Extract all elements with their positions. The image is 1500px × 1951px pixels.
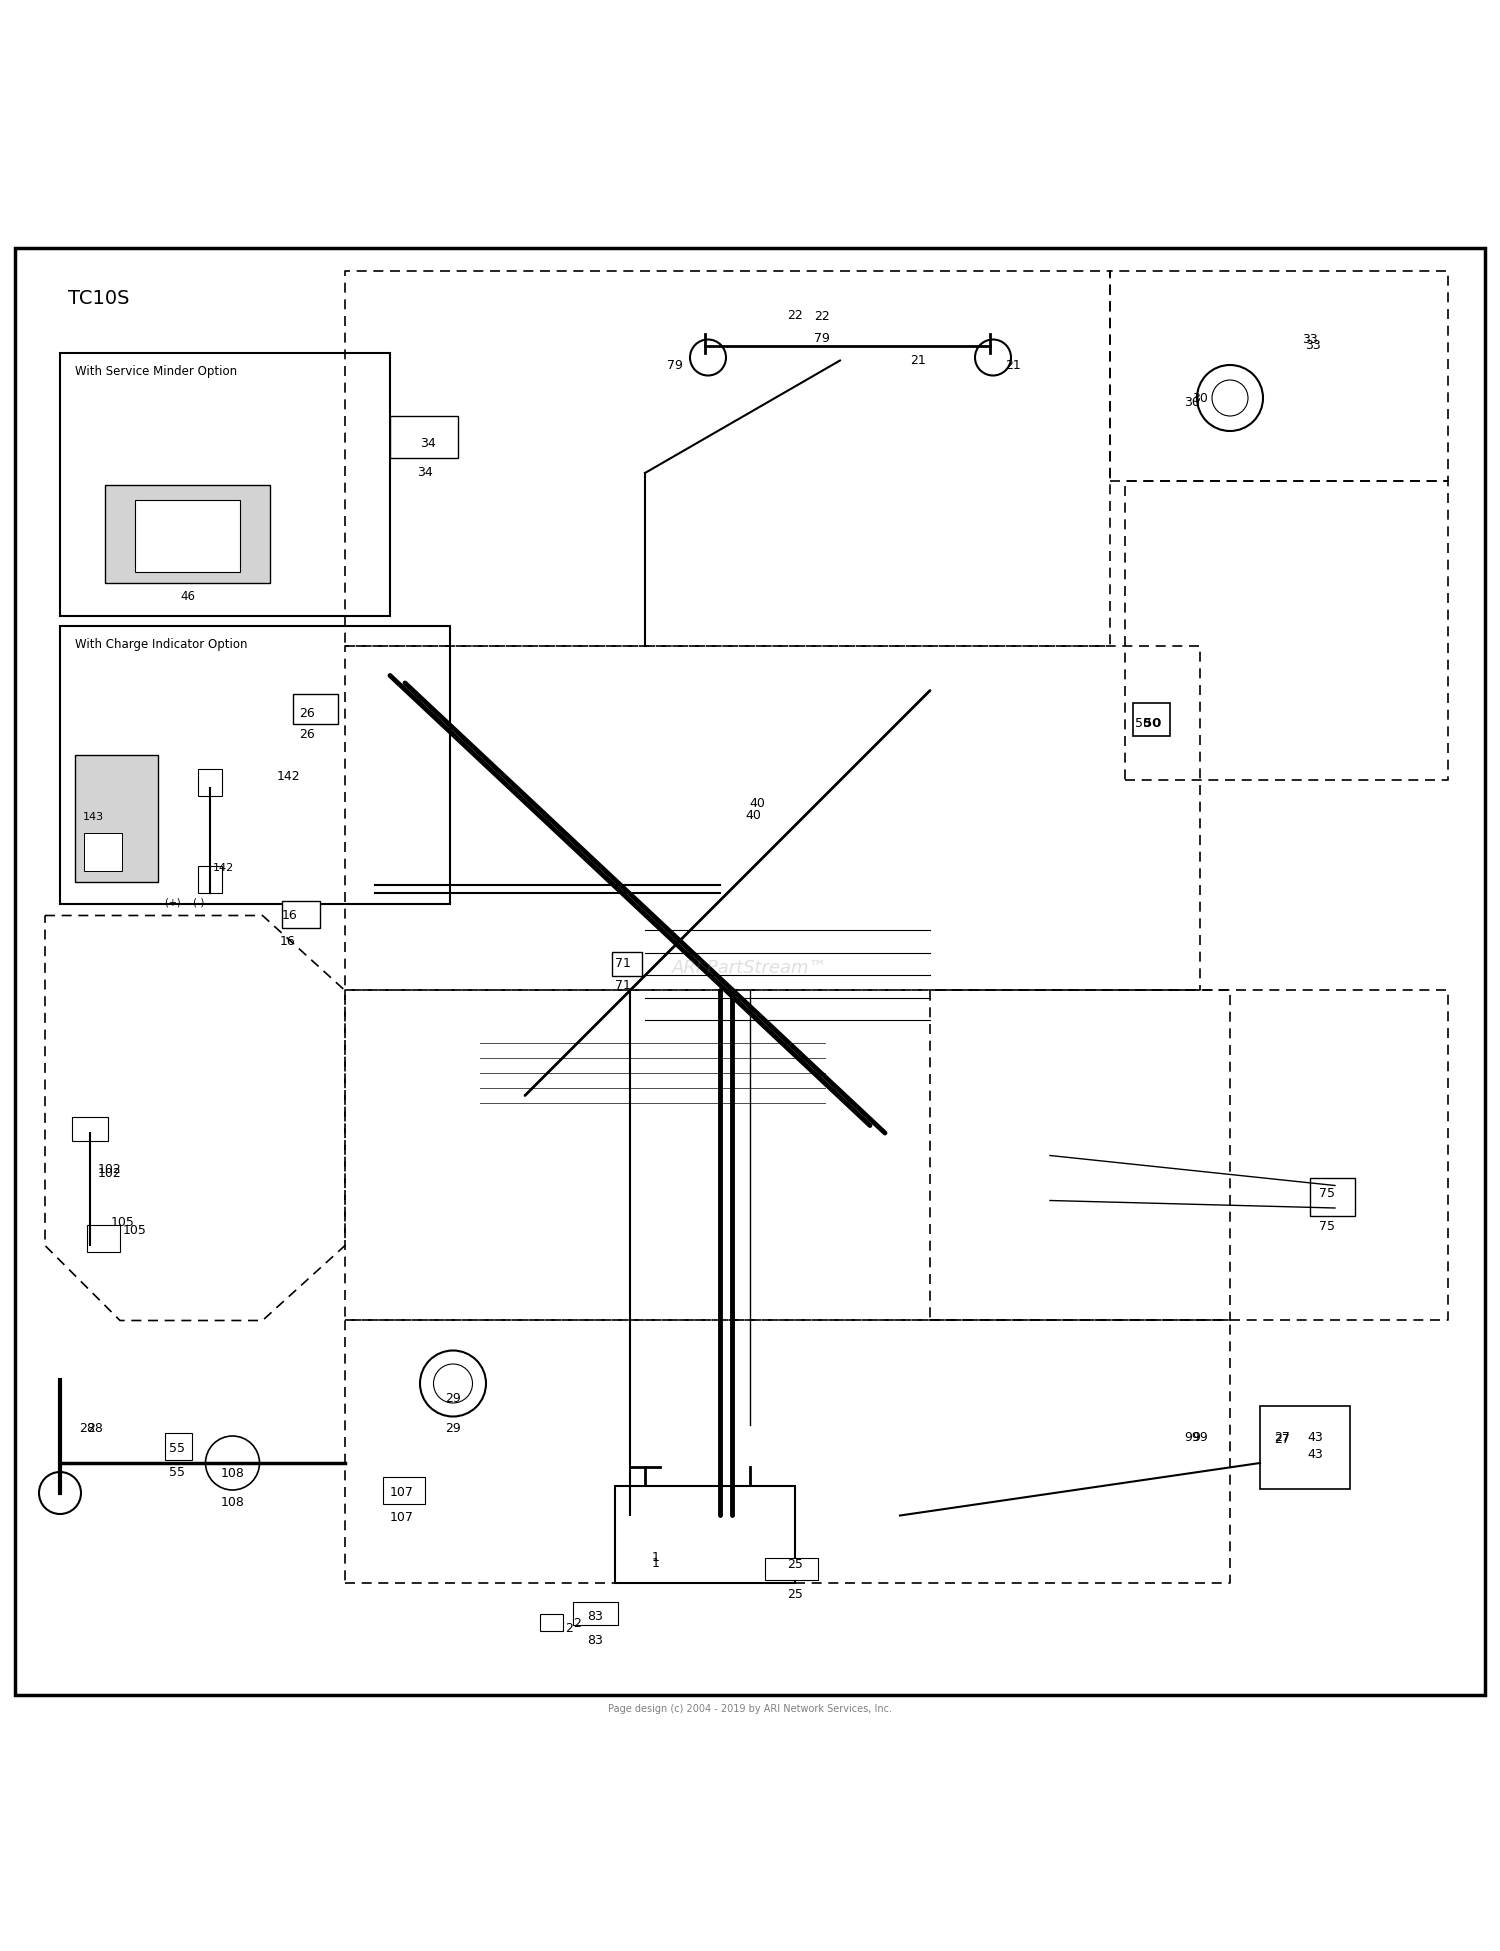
Text: 46: 46 — [180, 589, 195, 603]
Text: 34: 34 — [420, 437, 435, 449]
Text: 2: 2 — [566, 1621, 573, 1635]
Bar — [282, 901, 320, 927]
Text: 105: 105 — [111, 1217, 135, 1229]
Bar — [615, 1485, 795, 1582]
Bar — [165, 1432, 192, 1459]
Bar — [75, 755, 158, 882]
Text: 16: 16 — [282, 909, 297, 923]
Text: 26: 26 — [300, 728, 315, 741]
Text: 79: 79 — [815, 332, 830, 345]
Text: 55: 55 — [170, 1465, 184, 1479]
Text: 79: 79 — [666, 359, 682, 371]
Bar — [198, 866, 222, 894]
Text: 43: 43 — [1308, 1430, 1323, 1444]
Text: 1: 1 — [651, 1557, 660, 1571]
Text: 28: 28 — [87, 1422, 104, 1436]
Text: 143: 143 — [82, 812, 104, 821]
Bar — [765, 1557, 818, 1580]
Text: 33: 33 — [1302, 332, 1317, 345]
Bar — [1260, 1407, 1350, 1489]
Bar — [390, 416, 458, 458]
Text: 33: 33 — [1305, 339, 1320, 351]
Bar — [60, 626, 450, 903]
Text: 28: 28 — [80, 1422, 94, 1436]
Bar — [84, 833, 122, 870]
Text: TC10S: TC10S — [68, 289, 129, 308]
Text: 30: 30 — [1184, 396, 1200, 410]
Text: (+)    (-): (+) (-) — [165, 897, 204, 907]
Bar — [1132, 702, 1170, 736]
Bar — [135, 499, 240, 572]
Text: 75: 75 — [1320, 1219, 1335, 1233]
Bar — [72, 1116, 108, 1141]
Text: 99: 99 — [1192, 1430, 1208, 1444]
Text: 102: 102 — [98, 1163, 122, 1176]
Text: 29: 29 — [446, 1422, 460, 1436]
Bar — [105, 486, 270, 583]
Text: 40: 40 — [746, 808, 760, 821]
Bar — [87, 1225, 120, 1251]
Text: 43: 43 — [1308, 1448, 1323, 1461]
Text: 27: 27 — [1275, 1432, 1290, 1446]
Text: 105: 105 — [123, 1223, 147, 1237]
Text: With Service Minder Option: With Service Minder Option — [75, 365, 237, 378]
Text: 102: 102 — [98, 1167, 122, 1180]
Text: 22: 22 — [815, 310, 830, 324]
Text: 99: 99 — [1185, 1430, 1200, 1444]
Text: 29: 29 — [446, 1391, 460, 1405]
Bar — [612, 952, 642, 976]
Text: 83: 83 — [588, 1610, 603, 1623]
Text: 2: 2 — [573, 1617, 582, 1629]
Text: 107: 107 — [390, 1487, 414, 1500]
Text: 71: 71 — [615, 979, 630, 991]
Text: 83: 83 — [588, 1635, 603, 1647]
Bar — [540, 1615, 562, 1631]
Text: 25: 25 — [788, 1588, 802, 1600]
Text: 21: 21 — [1005, 359, 1022, 371]
Text: 21: 21 — [910, 353, 926, 367]
Text: 108: 108 — [220, 1496, 245, 1508]
Bar — [60, 353, 390, 615]
Text: 108: 108 — [220, 1467, 245, 1481]
Text: 27: 27 — [1275, 1430, 1290, 1444]
Text: 1: 1 — [651, 1551, 660, 1565]
Text: 40: 40 — [750, 796, 765, 810]
Text: With Charge Indicator Option: With Charge Indicator Option — [75, 638, 248, 652]
Text: 142: 142 — [276, 769, 300, 782]
Text: 75: 75 — [1320, 1186, 1335, 1200]
Bar — [382, 1477, 424, 1504]
Text: 22: 22 — [788, 308, 802, 322]
Bar — [198, 769, 222, 796]
Text: 50: 50 — [1136, 718, 1150, 730]
Text: 30: 30 — [1192, 392, 1208, 404]
Bar — [573, 1602, 618, 1625]
Text: 55: 55 — [170, 1442, 184, 1455]
Text: 16: 16 — [280, 935, 296, 948]
Text: 71: 71 — [615, 958, 630, 970]
Text: 142: 142 — [213, 862, 234, 872]
Bar — [292, 693, 338, 724]
Text: ARI PartStream™: ARI PartStream™ — [672, 960, 828, 977]
Bar — [1310, 1178, 1354, 1215]
Text: 25: 25 — [788, 1559, 802, 1571]
Text: 26: 26 — [300, 706, 315, 720]
Text: 50: 50 — [1143, 718, 1161, 730]
Text: 107: 107 — [390, 1510, 414, 1524]
Text: 34: 34 — [417, 466, 432, 478]
Text: Page design (c) 2004 - 2019 by ARI Network Services, Inc.: Page design (c) 2004 - 2019 by ARI Netwo… — [608, 1703, 892, 1713]
